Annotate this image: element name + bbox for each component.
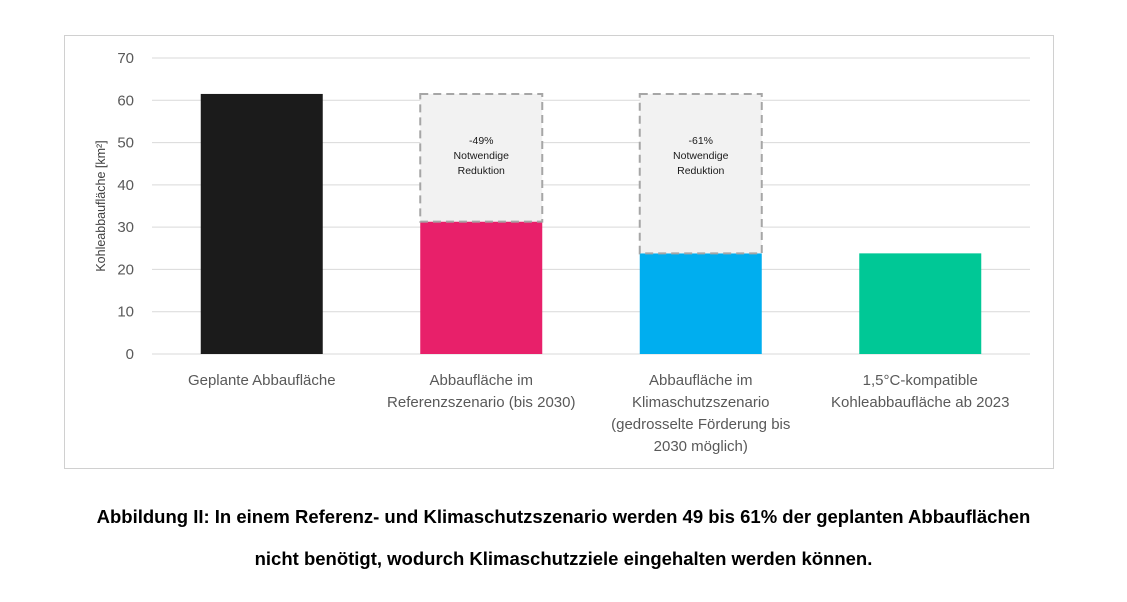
y-tick-label: 70 <box>117 50 134 67</box>
caption-line-1: Abbildung II: In einem Referenz- und Kli… <box>96 506 1031 527</box>
x-category-label: Geplante Abbaufläche <box>188 372 336 389</box>
bar <box>639 253 762 354</box>
chart-frame <box>64 35 1054 469</box>
x-category-label: Abbaufläche im <box>649 372 752 389</box>
reduction-label: Notwendige <box>454 150 510 162</box>
x-category-label: 1,5°C-kompatible <box>863 372 978 389</box>
reduction-box <box>419 92 544 223</box>
y-tick-label: 10 <box>117 304 134 321</box>
reduction-label: -61% <box>688 135 713 147</box>
y-axis-label: Kohleabbaufläche [km²] <box>94 140 108 271</box>
caption-line-2: nicht benötigt, wodurch Klimaschutzziele… <box>254 548 873 569</box>
reduction-label: Notwendige <box>673 150 729 162</box>
x-category-label: Abbaufläche im <box>430 372 533 389</box>
x-category-label: 2030 möglich) <box>654 438 748 455</box>
y-tick-label: 30 <box>117 219 134 236</box>
y-tick-label: 0 <box>126 346 134 363</box>
y-tick-label: 20 <box>117 261 134 278</box>
bar-chart: 0 10 20 30 40 50 60 70 Kohleabbaufläche [km²] -49… <box>94 50 1030 455</box>
figure-caption: Abbildung II: In einem Referenz- und Kli… <box>0 496 1127 580</box>
x-category-label: Kohleabbaufläche ab 2023 <box>831 394 1010 411</box>
reduction-label: -49% <box>469 135 494 147</box>
y-tick-label: 60 <box>117 92 134 109</box>
bar <box>200 93 323 354</box>
x-category-label: Klimaschutzszenario <box>632 394 770 411</box>
y-tick-label: 40 <box>117 177 134 194</box>
reduction-box <box>638 92 763 255</box>
reduction-label: Reduktion <box>458 165 505 177</box>
x-category-label: Referenzszenario (bis 2030) <box>387 394 575 411</box>
y-tick-label: 50 <box>117 135 134 152</box>
x-category-label: (gedrosselte Förderung bis <box>611 416 790 433</box>
bar <box>420 221 543 354</box>
bar <box>859 253 982 354</box>
reduction-label: Reduktion <box>677 165 724 177</box>
